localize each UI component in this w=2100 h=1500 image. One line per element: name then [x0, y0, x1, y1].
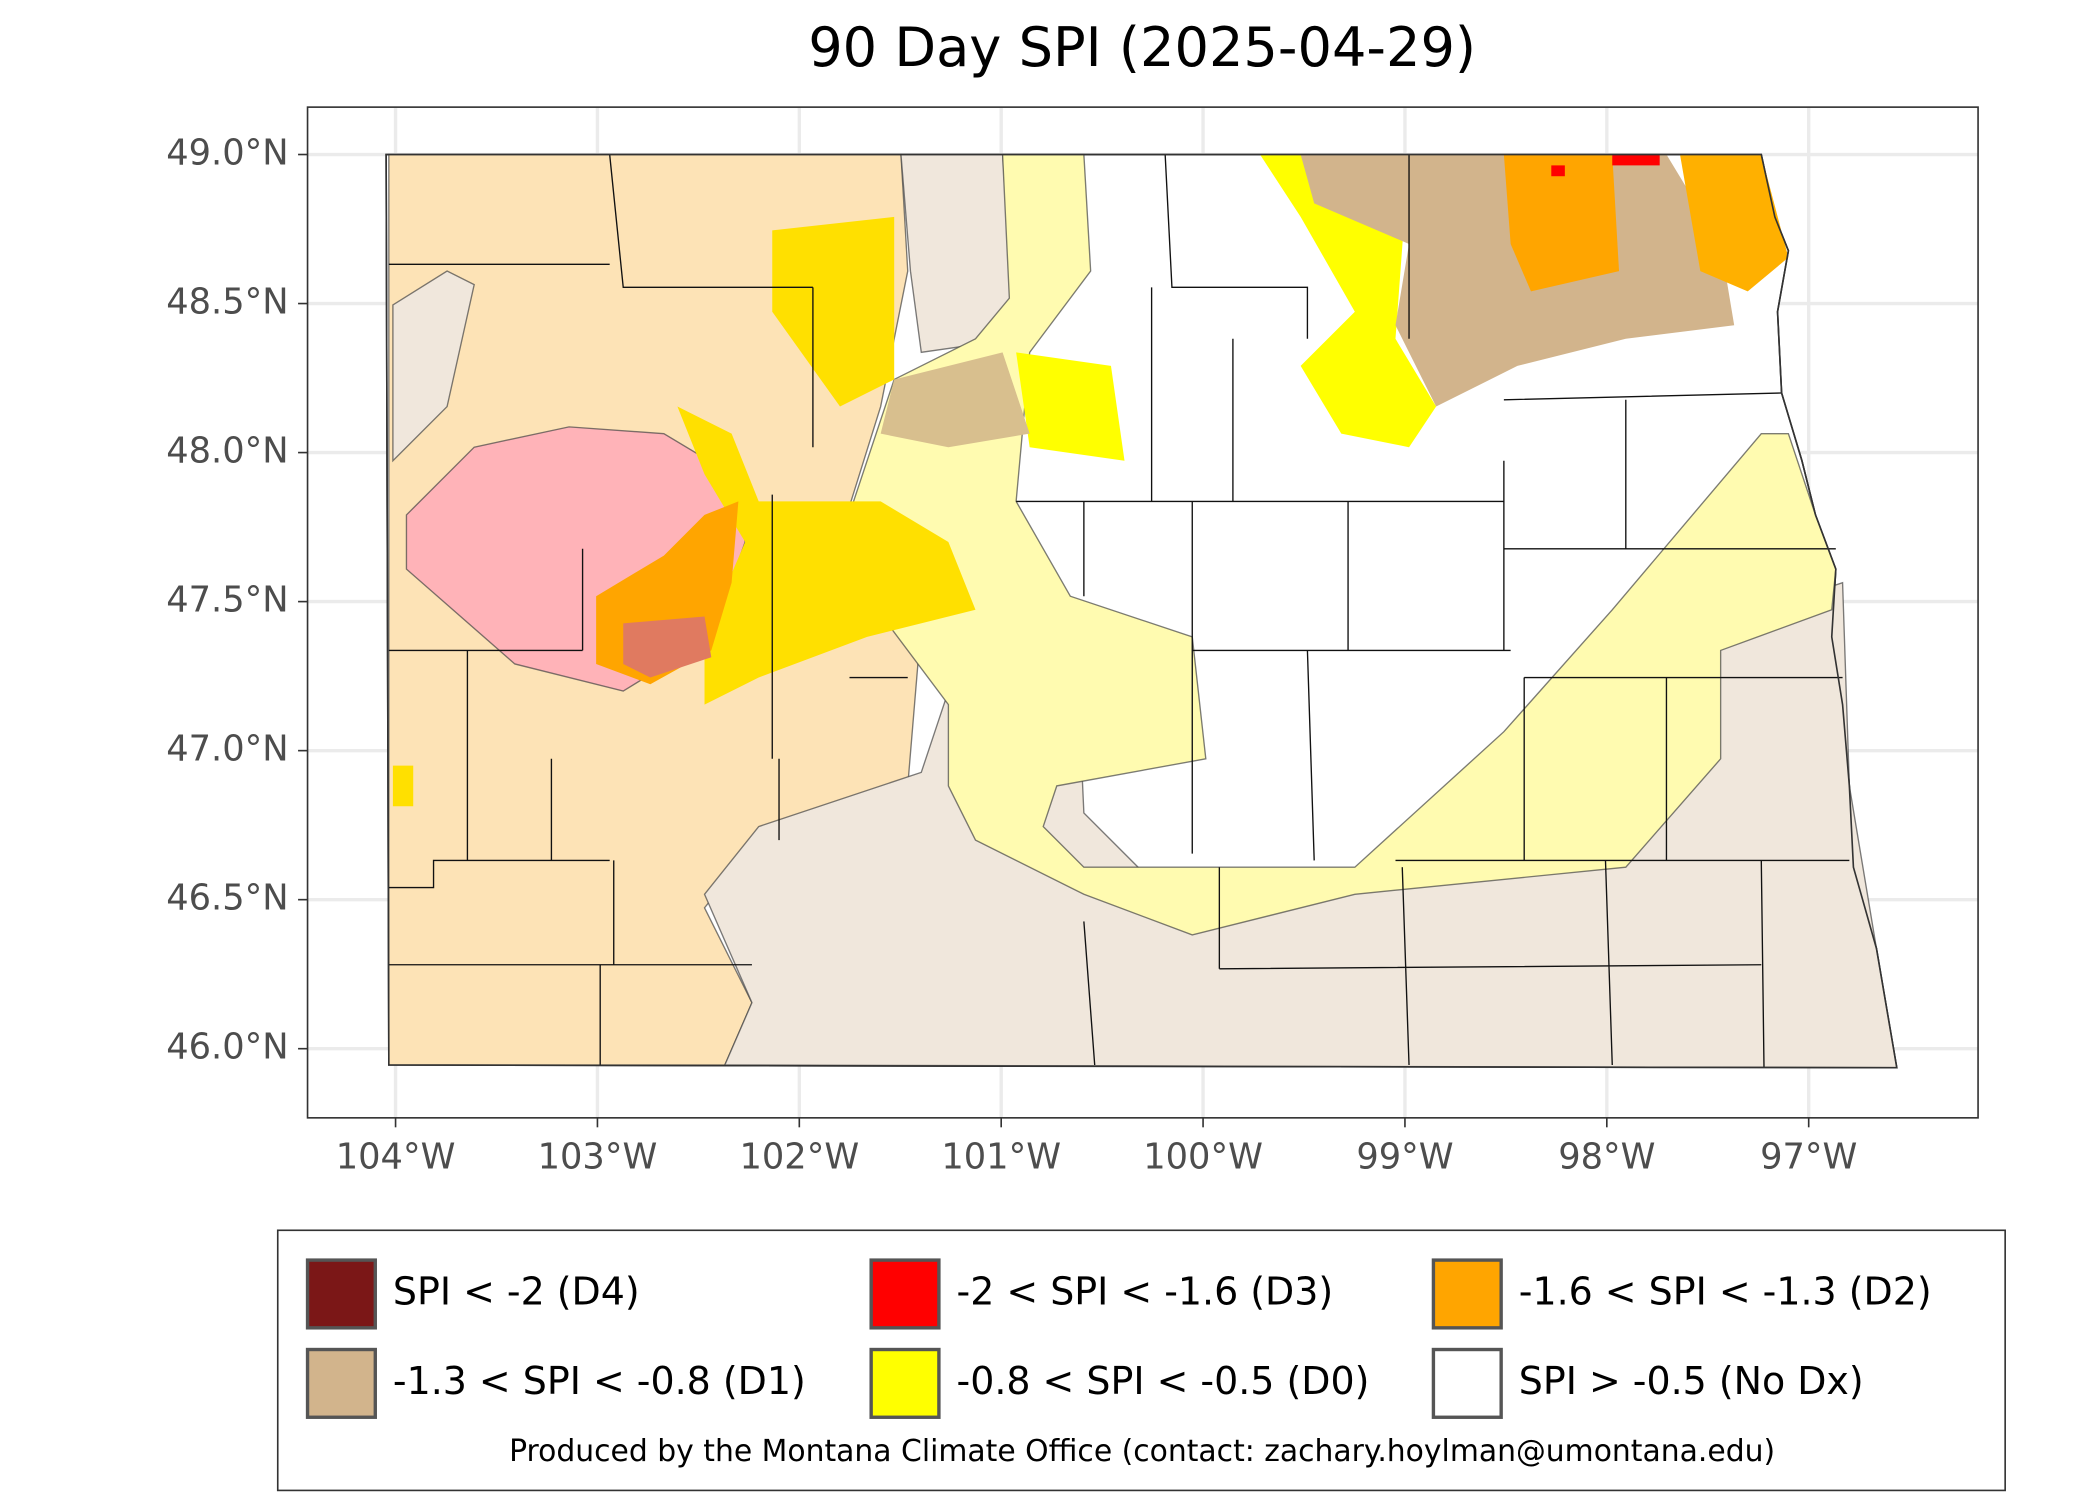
y-tick-label: 47.0°N — [166, 729, 288, 770]
legend-label: -0.8 < SPI < -0.5 (D0) — [957, 1359, 1370, 1403]
legend: SPI < -2 (D4) -2 < SPI < -1.6 (D3) -1.6 < … — [305, 1258, 1932, 1419]
patch-d3 — [1551, 165, 1565, 177]
chart-title: 90 Day SPI (2025-04-29) — [808, 16, 1476, 79]
county-lines — [388, 154, 1850, 1068]
axis-ticks: 104°W 103°W 102°W 101°W 100°W 99°W 98°W 97°W 46.… — [166, 133, 1857, 1178]
y-tick-label: 46.5°N — [166, 878, 288, 919]
x-tick-label: 99°W — [1356, 1136, 1453, 1177]
region-beige-nw — [392, 270, 475, 463]
patch-d0 — [772, 216, 895, 407]
legend-label: -1.6 < SPI < -1.3 (D2) — [1519, 1269, 1932, 1313]
x-tick-label: 102°W — [739, 1136, 859, 1177]
legend-swatch — [305, 1347, 377, 1419]
legend-label: SPI > -0.5 (No Dx) — [1519, 1359, 1864, 1403]
credit: Produced by the Montana Climate Office (… — [509, 1434, 1775, 1469]
x-tick-label: 104°W — [336, 1136, 456, 1177]
patch-overlap — [623, 616, 712, 678]
patch-d2 — [1680, 154, 1789, 292]
legend-swatch — [869, 1347, 941, 1419]
y-tick-label: 47.5°N — [166, 580, 288, 621]
legend-label: -2 < SPI < -1.6 (D3) — [957, 1269, 1334, 1313]
map — [385, 153, 1898, 1069]
y-tick-label: 48.0°N — [166, 431, 288, 472]
patch-d3 — [1612, 154, 1660, 166]
patch-d0 — [1016, 352, 1125, 461]
patch-d0 — [392, 765, 414, 807]
state-outline — [385, 153, 1898, 1069]
patch-d0 — [677, 406, 976, 705]
x-tick-label: 100°W — [1143, 1136, 1263, 1177]
panel-border — [306, 106, 1979, 1119]
legend-swatch — [1431, 1258, 1503, 1330]
legend-box — [276, 1229, 2006, 1492]
legend-swatch — [305, 1258, 377, 1330]
legend-label: -1.3 < SPI < -0.8 (D1) — [393, 1359, 806, 1403]
x-tick-label: 103°W — [538, 1136, 658, 1177]
y-tick-label: 46.0°N — [166, 1027, 288, 1068]
x-tick-label: 97°W — [1760, 1136, 1857, 1177]
x-tick-label: 98°W — [1558, 1136, 1655, 1177]
patch-d2 — [1503, 154, 1620, 292]
y-tick-label: 49.0°N — [166, 133, 288, 174]
legend-swatch — [1431, 1347, 1503, 1419]
patch-d1 — [880, 352, 1030, 448]
x-tick-label: 101°W — [941, 1136, 1061, 1177]
legend-swatch — [869, 1258, 941, 1330]
legend-label: SPI < -2 (D4) — [393, 1269, 640, 1313]
y-tick-label: 48.5°N — [166, 282, 288, 323]
